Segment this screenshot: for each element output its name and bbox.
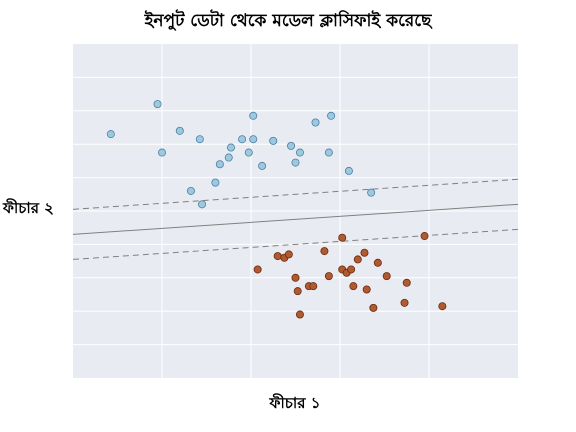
decision-boundary-lines: [72, 178, 519, 260]
class-a-point: [269, 136, 278, 145]
x-axis-label: ফীচার ১: [269, 394, 321, 412]
class-b-point: [353, 255, 362, 264]
y-axis-label: ফীচার ২: [3, 199, 54, 217]
class-b-point: [338, 233, 347, 242]
class-a-point: [291, 158, 300, 167]
class-a-point: [215, 160, 224, 169]
class-b-point: [293, 287, 302, 296]
class-a-point: [186, 186, 195, 195]
class-b-point: [420, 232, 429, 241]
class-a-point: [153, 100, 162, 109]
class-b-point: [438, 302, 447, 311]
class-b-point: [347, 265, 356, 274]
class-a-point: [295, 148, 304, 157]
class-a-point: [327, 111, 336, 120]
class-a-point: [175, 126, 184, 135]
class-a-point: [198, 200, 207, 209]
class-a-point: [344, 166, 353, 175]
class-b-point: [362, 285, 371, 294]
class-b-point: [400, 298, 409, 307]
margin-line: [72, 178, 519, 210]
data-points: [106, 100, 447, 319]
class-a-point: [224, 153, 233, 162]
margin-line: [72, 228, 519, 260]
class-b-point: [309, 282, 318, 291]
class-b-point: [295, 310, 304, 319]
class-a-point: [195, 135, 204, 144]
chart-title: ইনপুট ডেটা থেকে মডেল ক্লাসিফাই করেছে: [144, 11, 432, 31]
class-a-point: [211, 178, 220, 187]
class-b-point: [373, 258, 382, 267]
class-b-point: [402, 278, 411, 287]
class-b-point: [253, 265, 262, 274]
class-b-point: [324, 272, 333, 281]
class-a-point: [249, 111, 258, 120]
class-a-point: [258, 161, 267, 170]
class-a-point: [324, 148, 333, 157]
class-a-point: [367, 188, 376, 197]
class-b-point: [291, 273, 300, 282]
class-b-point: [320, 247, 329, 256]
class-a-point: [249, 135, 258, 144]
class-b-point: [369, 303, 378, 312]
class-a-point: [244, 148, 253, 157]
class-b-point: [349, 282, 358, 291]
class-b-point: [273, 252, 282, 261]
class-a-point: [287, 141, 296, 150]
class-b-point: [360, 248, 369, 257]
class-a-point: [157, 148, 166, 157]
class-b-point: [284, 250, 293, 259]
class-b-point: [382, 272, 391, 281]
class-a-point: [226, 143, 235, 152]
decision-boundary-line: [72, 203, 519, 235]
class-a-point: [106, 130, 115, 139]
class-a-point: [311, 118, 320, 127]
class-a-point: [238, 135, 247, 144]
